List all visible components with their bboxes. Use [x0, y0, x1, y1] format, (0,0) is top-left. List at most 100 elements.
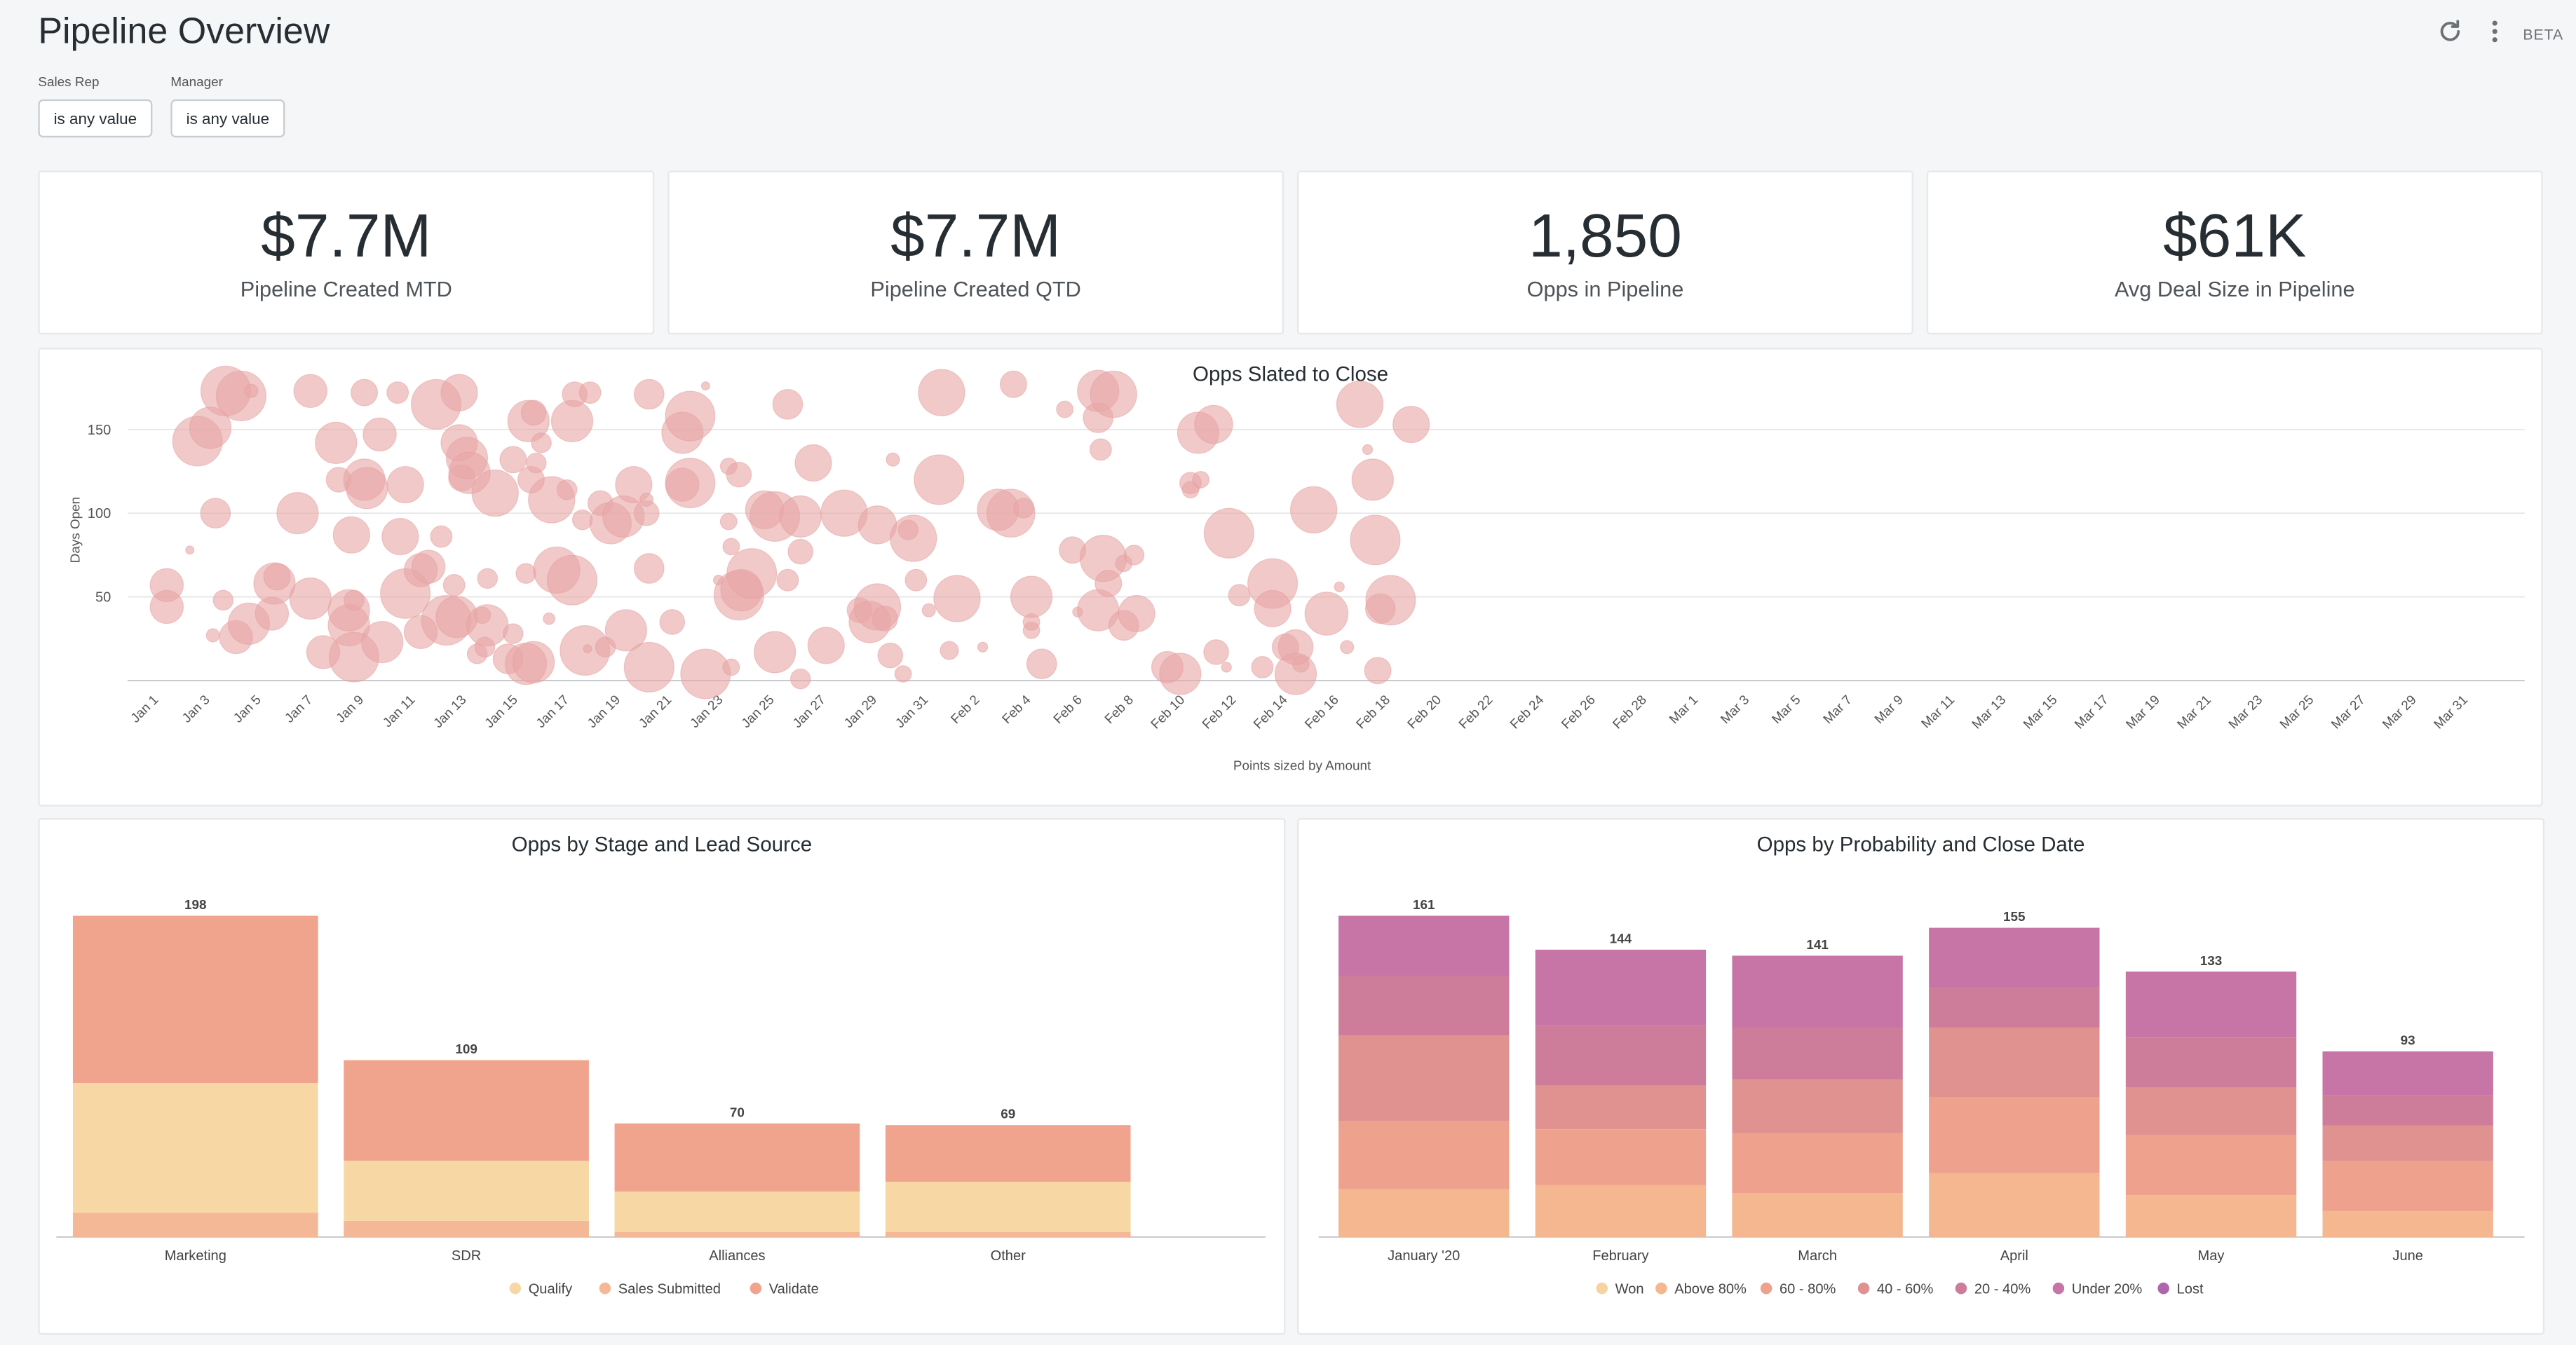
bar-total-label: 144: [1610, 932, 1632, 947]
bubble-point: [1123, 545, 1145, 566]
bubble-point: [344, 589, 365, 611]
bubble-point: [332, 516, 370, 554]
x-tick-label: Feb 22: [1456, 692, 1496, 732]
bubble-point: [623, 641, 674, 692]
bubble-point: [659, 609, 686, 635]
bubble-point: [1094, 570, 1123, 598]
bubble-point: [872, 606, 898, 631]
bubble-point: [1334, 581, 1345, 592]
bubble-point: [890, 514, 937, 562]
x-tick-label: Jan 31: [893, 692, 931, 731]
x-tick-label: Mar 29: [2380, 692, 2419, 732]
bar-segment: [2322, 1095, 2493, 1126]
bar-segment: [614, 1192, 860, 1232]
bubble-point: [1013, 498, 1034, 519]
bubble-point: [794, 444, 832, 482]
kpi-value: $7.7M: [261, 202, 432, 271]
bubble-point: [1336, 381, 1384, 428]
bubble-point: [722, 658, 740, 676]
bubble-point: [719, 512, 738, 531]
y-tick-label: 100: [88, 506, 111, 521]
bar-total-label: 70: [730, 1105, 745, 1120]
legend-swatch: [1955, 1282, 1967, 1295]
bar-segment: [885, 1231, 1131, 1237]
x-tick-label: Feb 6: [1051, 692, 1085, 727]
kpi-value: 1,850: [1528, 202, 1682, 271]
bubble-point: [1022, 621, 1040, 639]
bubble-point: [263, 563, 291, 591]
bubble-point: [665, 390, 716, 442]
bubble-point: [411, 549, 446, 584]
bubble-point: [1089, 438, 1112, 461]
more-vertical-icon[interactable]: [2485, 18, 2504, 53]
bar-total-label: 198: [184, 898, 207, 913]
x-tick-label: Jan 27: [790, 692, 829, 731]
bubble-point: [999, 370, 1027, 398]
bubble-point: [351, 378, 379, 407]
x-tick-label: Feb 2: [948, 692, 982, 727]
x-category-label: April: [2000, 1248, 2028, 1264]
x-tick-label: Jan 15: [482, 692, 521, 731]
bar-segment: [1929, 988, 2100, 1028]
bubble-point: [531, 432, 552, 453]
bar-segment: [1535, 1085, 1707, 1130]
kpi-label: Opps in Pipeline: [1526, 276, 1684, 302]
bubble-point: [977, 641, 989, 653]
bubble-point: [680, 648, 731, 699]
bubble-point: [789, 668, 811, 690]
bubble-point: [571, 509, 593, 531]
legend-label: Won: [1615, 1281, 1644, 1297]
bubble-point: [776, 568, 799, 592]
bubble-point: [722, 538, 740, 556]
bubble-point: [772, 389, 804, 420]
bar-total-label: 161: [1413, 898, 1435, 913]
bubble-point: [583, 644, 592, 654]
bubble-point: [440, 374, 478, 411]
bubble-point: [787, 538, 814, 565]
x-tick-label: Mar 21: [2175, 692, 2214, 732]
probability-chart-card: Opps by Probability and Close Date 161 Ja…: [1296, 818, 2545, 1335]
bubble-point: [1118, 594, 1155, 633]
kpi-label: Pipeline Created MTD: [240, 276, 452, 302]
bubble-point: [1362, 444, 1374, 456]
x-tick-label: Mar 13: [1970, 692, 2009, 732]
bar-segment: [344, 1220, 589, 1237]
x-tick-label: Mar 25: [2277, 692, 2317, 732]
x-tick-label: Feb 28: [1610, 692, 1649, 732]
x-tick-label: Feb 8: [1102, 692, 1137, 727]
bubble-point: [1277, 629, 1314, 665]
x-tick-label: Mar 27: [2328, 692, 2368, 732]
bubble-point: [1304, 592, 1349, 636]
bar-segment: [2322, 1161, 2493, 1211]
bubble-point: [1351, 458, 1394, 501]
bar-total-label: 141: [1806, 938, 1829, 953]
legend-label: Under 20%: [2072, 1281, 2143, 1297]
legend-label: Above 80%: [1674, 1281, 1747, 1297]
filter-sales-rep-button[interactable]: is any value: [38, 99, 153, 138]
bubble-point: [381, 518, 419, 556]
y-axis-label: Days Open: [68, 497, 83, 563]
refresh-icon[interactable]: [2437, 18, 2464, 53]
x-tick-label: Feb 18: [1354, 692, 1393, 732]
bubble-point: [1192, 470, 1210, 489]
bubble-point: [546, 554, 598, 606]
bar-segment: [72, 1213, 318, 1237]
legend-label: Validate: [769, 1281, 819, 1297]
legend-label: 40 - 60%: [1877, 1281, 1934, 1297]
bubble-point: [1056, 400, 1074, 418]
x-tick-label: Jan 13: [431, 692, 470, 731]
bubble-point: [205, 628, 220, 643]
bubble-point: [726, 548, 778, 599]
x-category-label: SDR: [452, 1248, 481, 1264]
bubble-point: [293, 374, 327, 408]
chart-title: Opps by Stage and Lead Source: [511, 833, 813, 856]
bubble-point: [543, 612, 555, 625]
bar-segment: [2322, 1125, 2493, 1161]
filter-manager-button[interactable]: is any value: [170, 99, 285, 138]
legend-label: 60 - 80%: [1780, 1281, 1836, 1297]
scatter-chart-card: Opps Slated to Close 50 100 150 Days Open Ja…: [38, 348, 2543, 807]
bar-segment: [344, 1161, 589, 1221]
x-category-label: June: [2392, 1248, 2423, 1264]
bubble-point: [1251, 656, 1274, 678]
bubble-point: [940, 641, 959, 660]
